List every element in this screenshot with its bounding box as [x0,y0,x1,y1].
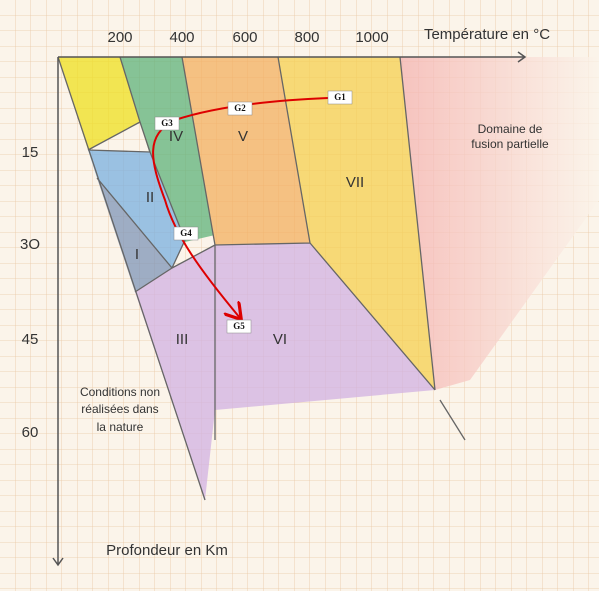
region-label: IV [169,128,183,145]
fusion-area [400,57,599,390]
x-tick-label: 1000 [355,29,388,46]
note: Domaine de [478,122,543,136]
x-tick-label: 200 [107,29,132,46]
region-yellow [58,57,140,150]
y-axis-title: Profondeur en Km [106,542,228,559]
region-orange [182,57,310,245]
region-label: II [146,189,154,206]
x-tick-label: 400 [169,29,194,46]
region-label: VI [273,331,287,348]
y-tick-label: 45 [22,331,39,348]
regions [58,57,599,500]
region-purple [135,243,435,500]
point-label: G1 [334,92,346,102]
note: Conditions non [80,385,160,399]
note: la nature [97,420,144,434]
path-points: G1 G2 G3 G4 G5 [154,90,353,334]
y-tick-label: 60 [22,424,39,441]
note: réalisées dans [81,402,158,416]
region-I [97,178,172,292]
point-label: G4 [180,228,192,238]
region-label: V [238,128,248,145]
y-tick-label: 3O [20,236,40,253]
region-blue [88,150,185,268]
x-axis-title: Température en °C [424,26,550,43]
point-label: G5 [233,321,245,331]
x-tick-label: 800 [294,29,319,46]
region-green [120,57,215,242]
point-label: G2 [234,103,246,113]
pt-path [152,97,329,318]
region-label: III [176,331,189,348]
region-VII [278,57,435,390]
axes [52,51,527,567]
region-label: VII [346,174,364,191]
y-tick-label: 15 [22,144,39,161]
region-label: I [135,246,139,263]
x-tick-label: 600 [232,29,257,46]
note: fusion partielle [471,137,549,151]
point-label: G3 [161,118,173,128]
